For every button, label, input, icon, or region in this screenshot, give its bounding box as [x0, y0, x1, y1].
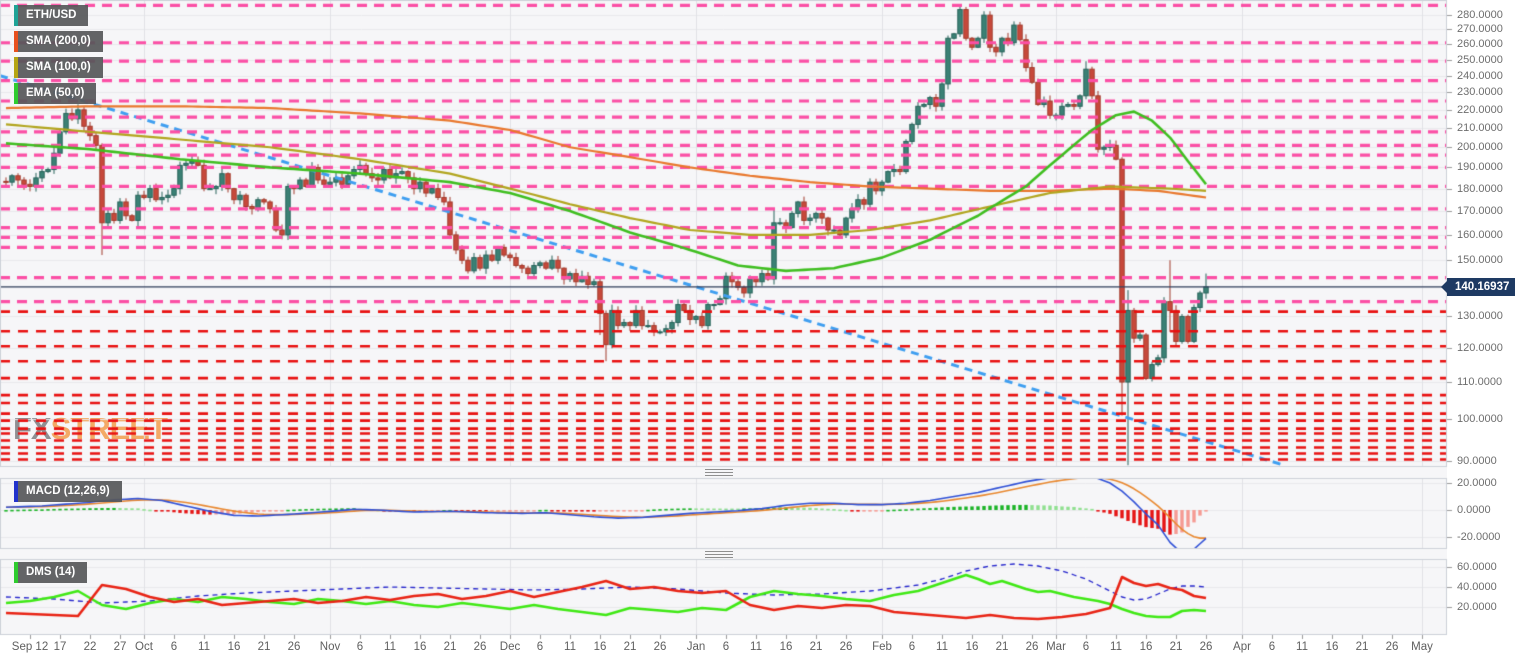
series-color-bar	[14, 83, 18, 104]
time-tick-label: 11	[564, 641, 576, 653]
time-tick-label: Dec	[499, 641, 521, 653]
time-tick-label: 16	[227, 641, 241, 653]
time-tick-label: 21	[809, 641, 823, 653]
price-tick-label: 270.0000	[1457, 23, 1503, 36]
time-tick-label: 6	[356, 641, 364, 653]
time-tick-label: 26	[1025, 641, 1039, 653]
legend-label: ETH/USD	[26, 9, 77, 21]
price-tick-label: 240.0000	[1457, 69, 1503, 82]
price-tick-label: 190.0000	[1457, 161, 1503, 174]
macd-tick-label: 20.0000	[1457, 477, 1497, 489]
price-tick-label: 90.0000	[1457, 454, 1497, 467]
legend-label: SMA (200,0)	[26, 35, 91, 47]
dms-tick-label: 60.0000	[1457, 561, 1497, 573]
current-price-badge: 140.16937	[1440, 277, 1516, 296]
time-tick-label: Mar	[1046, 641, 1066, 653]
time-tick-label: 11	[936, 641, 948, 653]
time-tick-label: 21	[1169, 641, 1183, 653]
dms-tick-label: 20.0000	[1457, 601, 1497, 613]
time-tick-label: 26	[653, 641, 667, 653]
time-tick-label: Apr	[1233, 641, 1251, 653]
time-tick-label: Oct	[135, 641, 153, 653]
time-tick-label: 16	[1139, 641, 1153, 653]
time-tick-label: Jan	[686, 641, 706, 653]
price-tick-label: 160.0000	[1457, 228, 1503, 241]
legend-item-dms[interactable]: DMS (14)	[14, 562, 88, 583]
time-tick-label: Sep 12	[11, 641, 49, 653]
legend-label: SMA (100,0)	[26, 61, 91, 73]
time-tick-label: 21	[443, 641, 457, 653]
time-tick-label: 11	[198, 641, 210, 653]
price-tick-label: 150.0000	[1457, 254, 1503, 267]
time-tick-label: 16	[779, 641, 793, 653]
time-tick-label: Nov	[319, 641, 341, 653]
time-tick-label: 26	[287, 641, 301, 653]
dms-color-bar	[14, 562, 18, 583]
legend-label: MACD (12,26,9)	[26, 485, 110, 497]
time-tick-label: 16	[593, 641, 607, 653]
time-tick-label: 22	[83, 641, 97, 653]
price-tick-label: 200.0000	[1457, 141, 1503, 154]
time-tick-label: Feb	[872, 641, 892, 653]
time-tick-label: 6	[1268, 641, 1276, 653]
time-tick-label: 26	[1199, 641, 1213, 653]
time-tick-label: 26	[839, 641, 853, 653]
time-tick-label: 17	[53, 641, 67, 653]
time-tick-label: 21	[1355, 641, 1369, 653]
legend-label: DMS (14)	[26, 566, 76, 578]
price-tick-label: 100.0000	[1457, 413, 1503, 426]
time-tick-label: 16	[1325, 641, 1339, 653]
time-tick-label: 16	[413, 641, 427, 653]
time-tick-label: 6	[1082, 641, 1090, 653]
time-tick-label: 21	[623, 641, 637, 653]
time-tick-label: 11	[1296, 641, 1308, 653]
legend-item-sma200[interactable]: SMA (200,0)	[14, 31, 103, 52]
price-tick-label: 130.0000	[1457, 310, 1503, 323]
macd-tick-label: 0.0000	[1457, 504, 1491, 516]
panel-resize-handle-1[interactable]	[705, 469, 733, 477]
macd-color-bar	[14, 481, 18, 502]
price-tick-label: 110.0000	[1457, 376, 1503, 389]
time-tick-label: May	[1411, 641, 1433, 653]
price-tick-label: 280.0000	[1457, 9, 1503, 22]
price-tick-label: 250.0000	[1457, 53, 1503, 66]
series-color-bar	[14, 57, 18, 78]
time-tick-label: 6	[722, 641, 730, 653]
series-color-bar	[14, 5, 18, 26]
time-tick-label: 6	[908, 641, 916, 653]
price-tick-label: 120.0000	[1457, 341, 1503, 354]
price-tick-label: 210.0000	[1457, 122, 1503, 135]
time-tick-label: 26	[1385, 641, 1399, 653]
time-tick-label: 11	[1110, 641, 1122, 653]
time-tick-label: 6	[170, 641, 178, 653]
legend-item-ema50[interactable]: EMA (50,0)	[14, 83, 97, 104]
time-tick-label: 16	[965, 641, 979, 653]
time-tick-label: 26	[473, 641, 487, 653]
time-tick-label: 27	[113, 641, 127, 653]
price-tick-label: 260.0000	[1457, 38, 1503, 51]
price-tick-label: 220.0000	[1457, 103, 1503, 116]
time-tick-label: 21	[257, 641, 271, 653]
price-tick-label: 180.0000	[1457, 182, 1503, 195]
time-tick-label: 6	[536, 641, 544, 653]
series-color-bar	[14, 31, 18, 52]
legend-label: EMA (50,0)	[26, 87, 85, 99]
legend-item-sma100[interactable]: SMA (100,0)	[14, 57, 103, 78]
price-tick-label: 230.0000	[1457, 86, 1503, 99]
macd-tick-label: -20.0000	[1457, 531, 1501, 543]
legend-item-macd[interactable]: MACD (12,26,9)	[14, 481, 122, 502]
time-tick-label: 11	[384, 641, 396, 653]
time-tick-label: 21	[995, 641, 1009, 653]
dms-tick-label: 40.0000	[1457, 581, 1497, 593]
price-tick-label: 170.0000	[1457, 205, 1503, 218]
time-tick-label: 11	[750, 641, 762, 653]
legend-item-ethusd[interactable]: ETH/USD	[14, 5, 89, 26]
panel-resize-handle-2[interactable]	[705, 551, 733, 559]
